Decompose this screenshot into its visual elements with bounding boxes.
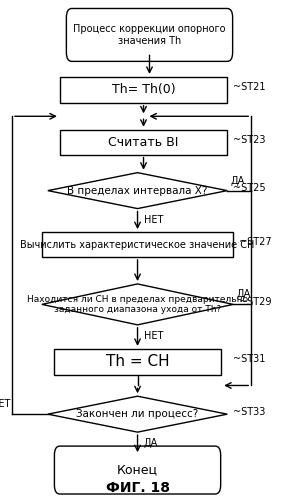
- Text: ДА: ДА: [230, 176, 245, 186]
- Text: ~ST25: ~ST25: [233, 183, 266, 193]
- Text: Считать BI: Считать BI: [108, 136, 179, 149]
- Text: ~ST23: ~ST23: [233, 135, 266, 145]
- Text: ФИГ. 18: ФИГ. 18: [106, 481, 170, 495]
- Bar: [54, 349, 221, 375]
- Bar: [60, 77, 227, 103]
- Text: ~ST33: ~ST33: [233, 407, 266, 417]
- Polygon shape: [48, 396, 227, 432]
- Text: ~ST27: ~ST27: [239, 237, 272, 247]
- Text: ДА: ДА: [144, 438, 158, 448]
- Text: ~ST31: ~ST31: [233, 354, 266, 364]
- FancyBboxPatch shape: [66, 8, 233, 61]
- FancyBboxPatch shape: [54, 446, 221, 494]
- Text: ~ST29: ~ST29: [239, 297, 272, 307]
- Text: Th= Th(0): Th= Th(0): [112, 83, 175, 96]
- Text: Закончен ли процесс?: Закончен ли процесс?: [77, 409, 199, 419]
- Text: НЕТ: НЕТ: [144, 215, 163, 225]
- Polygon shape: [48, 173, 227, 209]
- Text: ~ST21: ~ST21: [233, 82, 266, 92]
- Polygon shape: [42, 284, 233, 325]
- Text: Находится ли СН в пределах предварительно
заданного диапазона ухода от Th?: Находится ли СН в пределах предварительн…: [27, 295, 248, 314]
- Bar: [42, 232, 233, 257]
- Text: Th = СН: Th = СН: [106, 354, 169, 369]
- Text: НЕТ: НЕТ: [0, 399, 10, 409]
- Text: Конец: Конец: [117, 464, 158, 477]
- Bar: [60, 130, 227, 155]
- Text: Процесс коррекции опорного
значения Th: Процесс коррекции опорного значения Th: [73, 24, 226, 46]
- Text: Вычислить характеристическое значение СН: Вычислить характеристическое значение СН: [20, 240, 255, 250]
- Text: ДА: ДА: [236, 289, 251, 299]
- Text: НЕТ: НЕТ: [144, 331, 163, 341]
- Text: В пределах интервала X?: В пределах интервала X?: [67, 186, 208, 196]
